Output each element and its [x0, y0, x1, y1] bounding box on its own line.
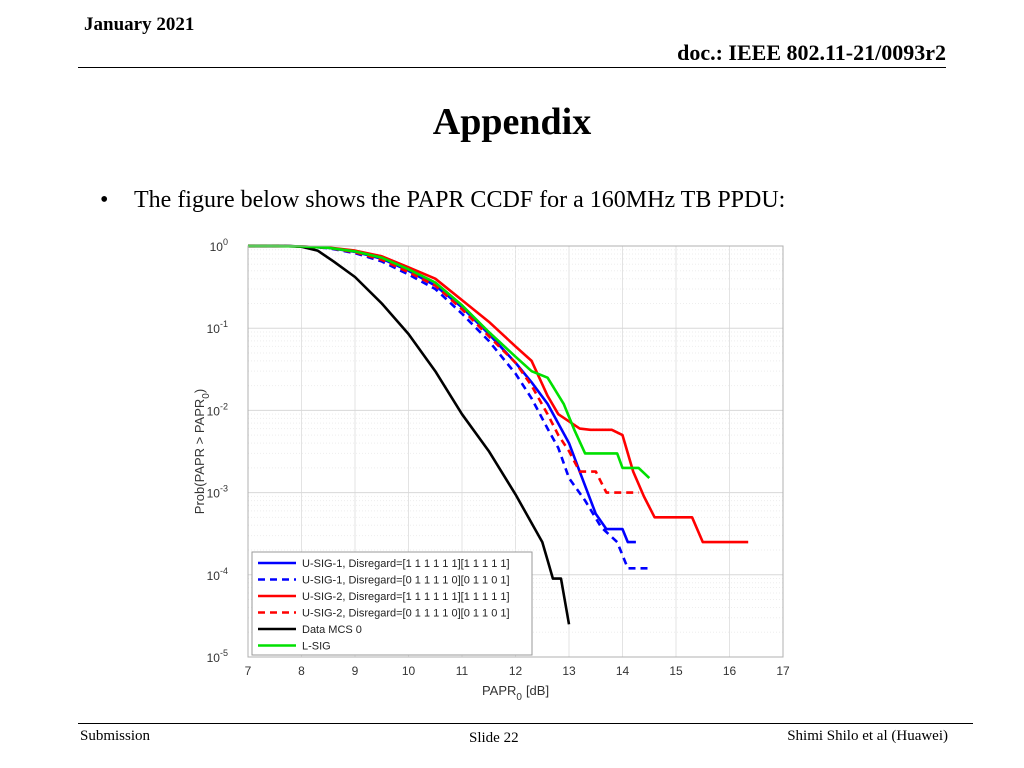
y-tick-label: 10-2 [207, 401, 228, 418]
y-tick-label: 10-1 [207, 319, 228, 336]
x-tick-label: 7 [245, 664, 252, 678]
x-tick-label: 10 [402, 664, 416, 678]
legend-box [251, 551, 533, 656]
x-tick-label: 16 [723, 664, 737, 678]
x-axis-label-unit: [dB] [526, 683, 549, 698]
y-axis-label-sub: 0 [201, 393, 212, 399]
series-line-5 [248, 244, 571, 625]
y-tick-label: 10-4 [207, 566, 228, 583]
slide-title: Appendix [432, 101, 592, 143]
plot-series [248, 244, 749, 625]
legend-label: U-SIG-2, Disregard=[1 1 1 1 1 1][1 1 1 1… [302, 591, 510, 603]
legend-label: U-SIG-2, Disregard=[0 1 1 1 1 0][0 1 1 0… [302, 608, 510, 620]
y-axis-label-close: ) [192, 389, 207, 393]
x-tick-label: 15 [669, 664, 683, 678]
x-axis-label-main: PAPR [482, 683, 516, 698]
footer-rule [78, 723, 973, 724]
bullet-text: The figure below shows the PAPR CCDF for… [134, 187, 786, 213]
plot-area-border [247, 245, 784, 658]
y-tick-label: 10-3 [207, 484, 228, 501]
y-tick-label: 10-5 [207, 648, 228, 665]
x-tick-label: 13 [562, 664, 576, 678]
bullet-item: • The figure below shows the PAPR CCDF fo… [100, 187, 785, 214]
legend-label: U-SIG-1, Disregard=[0 1 1 1 1 0][0 1 1 0… [302, 575, 510, 587]
x-tick-label: 12 [509, 664, 523, 678]
x-tick-label: 14 [616, 664, 630, 678]
papr-ccdf-chart: 7 8 9 10 11 12 13 14 15 16 17 10010-110-210-310-41… [192, 237, 790, 703]
footer-author: Shimi Shilo et al (Huawei) [787, 728, 948, 744]
x-tick-label: 11 [456, 664, 469, 678]
x-axis-label: PAPR0 [dB] [482, 683, 549, 703]
x-tick-label: 9 [352, 664, 359, 678]
bullet-dot: • [100, 187, 109, 213]
x-tick-labels: 7 8 9 10 11 12 13 14 15 16 17 [245, 664, 790, 678]
x-tick-label: 17 [776, 664, 790, 678]
header-date: January 2021 [84, 14, 195, 35]
y-tick-label: 100 [210, 237, 228, 254]
y-axis-label: Prob(PAPR > PAPR0) [192, 389, 212, 514]
footer-submission: Submission [80, 728, 151, 744]
x-tick-label: 8 [298, 664, 305, 678]
legend: U-SIG-1, Disregard=[1 1 1 1 1 1][1 1 1 1… [251, 551, 533, 656]
y-axis-label-main: Prob(PAPR > PAPR [192, 399, 207, 514]
legend-label: L-SIG [302, 641, 331, 653]
header-rule [78, 67, 946, 68]
series-line-6 [248, 244, 651, 480]
y-tick-labels: 100 10-1 10-2 10-3 10-4 10-5 [207, 237, 228, 665]
header-doc-id: doc.: IEEE 802.11-21/0093r2 [677, 40, 946, 65]
legend-label: Data MCS 0 [302, 624, 362, 636]
footer-slide-number: Slide 22 [469, 730, 519, 746]
legend-label: U-SIG-1, Disregard=[1 1 1 1 1 1][1 1 1 1… [302, 558, 510, 570]
x-axis-label-sub: 0 [516, 692, 522, 703]
series-line-4 [248, 244, 639, 494]
